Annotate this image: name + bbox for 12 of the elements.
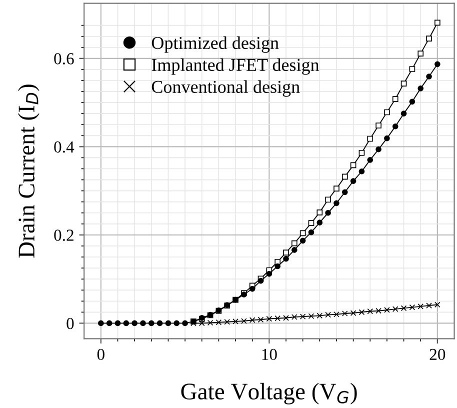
x-tick-label: 10: [262, 348, 277, 360]
y-tick-label: 0: [66, 318, 74, 330]
x-tick-label: 0: [97, 348, 104, 360]
legend-label: Implanted JFET design: [152, 58, 320, 75]
x-tick-label: 20: [430, 348, 446, 360]
y-axis-title: Drain Current (I$_{D}$): [18, 84, 40, 258]
x-axis-title: Gate Voltage (V$_{G}$): [181, 382, 357, 404]
legend-label: Optimized design: [152, 36, 279, 53]
legend-label: Conventional design: [152, 80, 300, 97]
y-tick-label: 0.4: [54, 141, 74, 153]
y-tick-label: 0.2: [54, 230, 74, 241]
y-tick-label: 0.6: [54, 53, 74, 64]
